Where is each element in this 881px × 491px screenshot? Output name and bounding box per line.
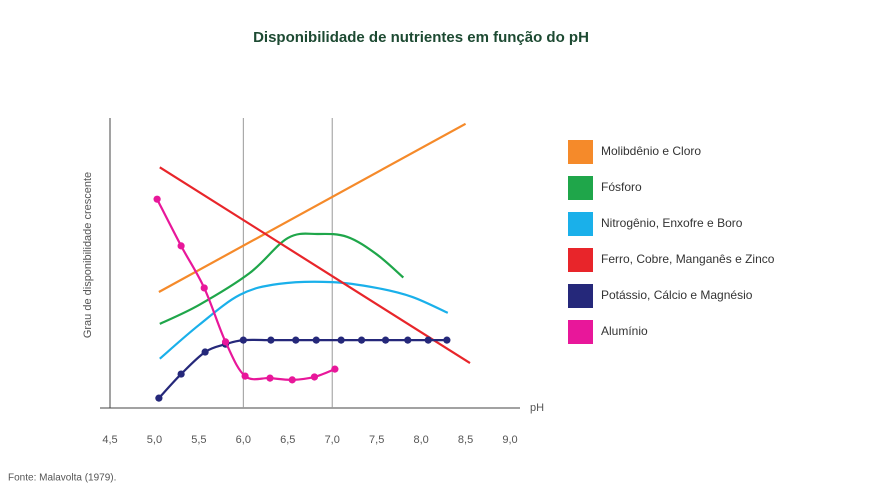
- source: Fonte: Malavolta (1979).: [8, 473, 116, 484]
- legend-swatch: [568, 248, 593, 272]
- x-tick-label: 9,0: [502, 434, 517, 446]
- x-tick-label: 5,0: [147, 434, 162, 446]
- legend-label: Alumínio: [601, 324, 648, 338]
- legend-label: Fósforo: [601, 180, 642, 194]
- x-tick-label: 8,0: [413, 434, 428, 446]
- point: [155, 394, 163, 402]
- x-tick-label: 7,5: [369, 434, 384, 446]
- legend-swatch: [568, 320, 593, 344]
- point: [200, 284, 208, 292]
- point: [153, 195, 161, 203]
- series-line: [159, 166, 471, 364]
- point: [331, 365, 339, 373]
- legend-swatch: [568, 212, 593, 236]
- point: [266, 374, 274, 382]
- legend-swatch: [568, 284, 593, 308]
- x-tick-label: 6,0: [236, 434, 251, 446]
- point: [239, 336, 247, 344]
- y-axis-label: Grau de disponibilidade crescente: [82, 172, 94, 338]
- x-tick-label: 4,5: [102, 434, 117, 446]
- legend-label: Potássio, Cálcio e Magnésio: [601, 288, 753, 302]
- series-line: [158, 338, 447, 399]
- series-line: [159, 280, 449, 360]
- point: [241, 372, 249, 380]
- point: [201, 348, 209, 356]
- point: [381, 336, 390, 344]
- point: [288, 376, 296, 384]
- point: [312, 336, 320, 344]
- x-axis-label: pH: [530, 402, 544, 414]
- chart-title: Disponibilidade de nutrientes em função …: [253, 29, 589, 46]
- point: [337, 336, 345, 344]
- point: [267, 336, 275, 344]
- point: [404, 336, 412, 344]
- series-line: [158, 122, 467, 293]
- x-tick-label: 6,5: [280, 434, 295, 446]
- x-tick-label: 8,5: [458, 434, 473, 446]
- legend-label: Nitrogênio, Enxofre e Boro: [601, 216, 743, 230]
- point: [221, 338, 230, 346]
- x-tick-label: 5,5: [191, 434, 206, 446]
- legend-label: Ferro, Cobre, Manganês e Zinco: [601, 252, 775, 266]
- point: [292, 336, 300, 344]
- point: [177, 370, 185, 378]
- x-tick-label: 7,0: [325, 434, 340, 446]
- legend-label: Molibdênio e Cloro: [601, 144, 701, 158]
- point: [177, 242, 185, 250]
- point: [424, 336, 432, 344]
- point: [310, 373, 319, 381]
- legend-swatch: [568, 176, 593, 200]
- point: [357, 336, 366, 344]
- series-line: [159, 232, 405, 325]
- point: [443, 336, 451, 344]
- legend-swatch: [568, 140, 593, 164]
- series-line: [156, 198, 336, 381]
